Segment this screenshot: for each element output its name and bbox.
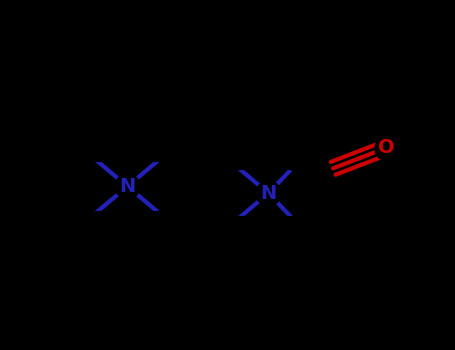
Text: N: N (119, 177, 136, 196)
Text: O: O (379, 138, 395, 157)
Text: N: N (260, 184, 277, 203)
